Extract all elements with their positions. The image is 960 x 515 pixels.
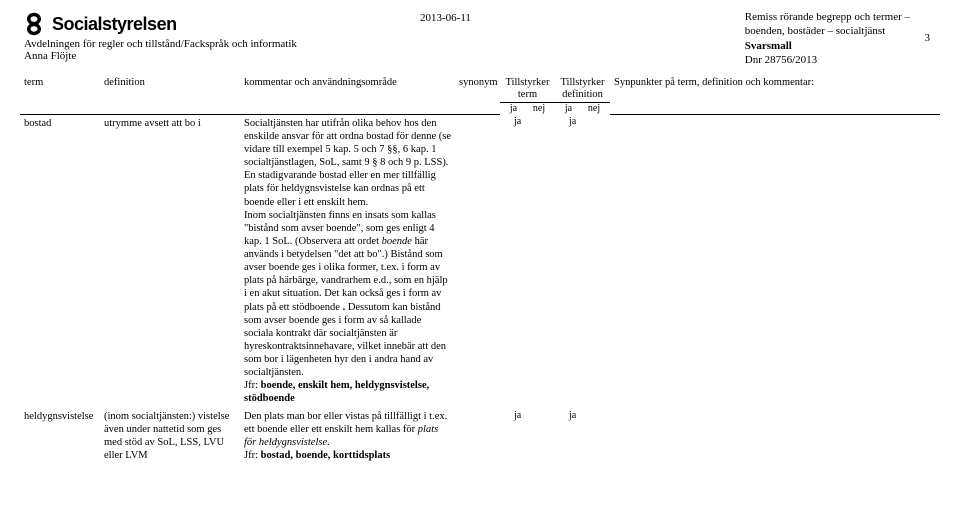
header-right: Remiss rörande begrepp och termer – boen…	[745, 10, 940, 67]
sub-header-janeij-1: ja nej	[500, 103, 555, 115]
table-body: bostadutrymme avsett att bo iSocialtjäns…	[20, 114, 940, 464]
main-table: term definition kommentar och användning…	[20, 75, 940, 464]
nej-label: nej	[588, 103, 600, 114]
col-header-tillstyrker-term: Tillstyrker term	[500, 75, 555, 103]
cell-tillstyrker-term: ja	[500, 408, 555, 465]
table-row: heldygnsvistelse(inom socialtjänsten:) v…	[20, 408, 940, 465]
cell-kommentar: Den plats man bor eller vistas på tillfä…	[240, 408, 455, 465]
col-header-synpunkter: Synpunkter på term, definition och komme…	[610, 75, 940, 114]
header-date: 2013-06-11	[420, 10, 471, 24]
logo-text: Socialstyrelsen	[52, 14, 177, 35]
col-header-term: term	[20, 75, 100, 114]
logo-row: Socialstyrelsen	[20, 10, 297, 38]
cell-definition: (inom socialtjänsten:) vistelse även und…	[100, 408, 240, 465]
cell-tillstyrker-term: ja	[500, 114, 555, 407]
col-header-definition: definition	[100, 75, 240, 114]
cell-synonym	[455, 408, 500, 465]
header-left: Socialstyrelsen Avdelningen för regler o…	[20, 10, 297, 62]
cell-term: heldygnsvistelse	[20, 408, 100, 465]
ja-label: ja	[510, 103, 517, 114]
cell-synpunkter	[610, 408, 940, 465]
tillstyrker-term-label: Tillstyrker term	[504, 77, 551, 100]
cell-term: bostad	[20, 114, 100, 407]
department-text: Avdelningen för regler och tillstånd/Fac…	[24, 38, 297, 50]
nej-label: nej	[533, 103, 545, 114]
document-header: Socialstyrelsen Avdelningen för regler o…	[20, 10, 940, 67]
col-header-synonym: synonym	[455, 75, 500, 114]
cell-synpunkter	[610, 114, 940, 407]
tillstyrker-def-label: Tillstyrker definition	[559, 77, 606, 100]
socialstyrelsen-icon	[20, 10, 48, 38]
sub-header-janeij-2: ja nej	[555, 103, 610, 115]
col-header-kommentar: kommentar och användningsområde	[240, 75, 455, 114]
cell-tillstyrker-def: ja	[555, 408, 610, 465]
doc-title-line2: boenden, bostäder – socialtjänst	[745, 24, 910, 38]
cell-kommentar: Socialtjänsten har utifrån olika behov h…	[240, 114, 455, 407]
cell-tillstyrker-def: ja	[555, 114, 610, 407]
page-number: 3	[925, 32, 931, 44]
table-row: bostadutrymme avsett att bo iSocialtjäns…	[20, 114, 940, 407]
col-header-tillstyrker-def: Tillstyrker definition	[555, 75, 610, 103]
author-text: Anna Flöjte	[24, 50, 297, 62]
cell-definition: utrymme avsett att bo i	[100, 114, 240, 407]
doc-title-line1: Remiss rörande begrepp och termer –	[745, 10, 910, 24]
cell-synonym	[455, 114, 500, 407]
ja-label: ja	[565, 103, 572, 114]
doc-dnr: Dnr 28756/2013	[745, 53, 910, 67]
doc-subtitle: Svarsmall	[745, 39, 910, 53]
